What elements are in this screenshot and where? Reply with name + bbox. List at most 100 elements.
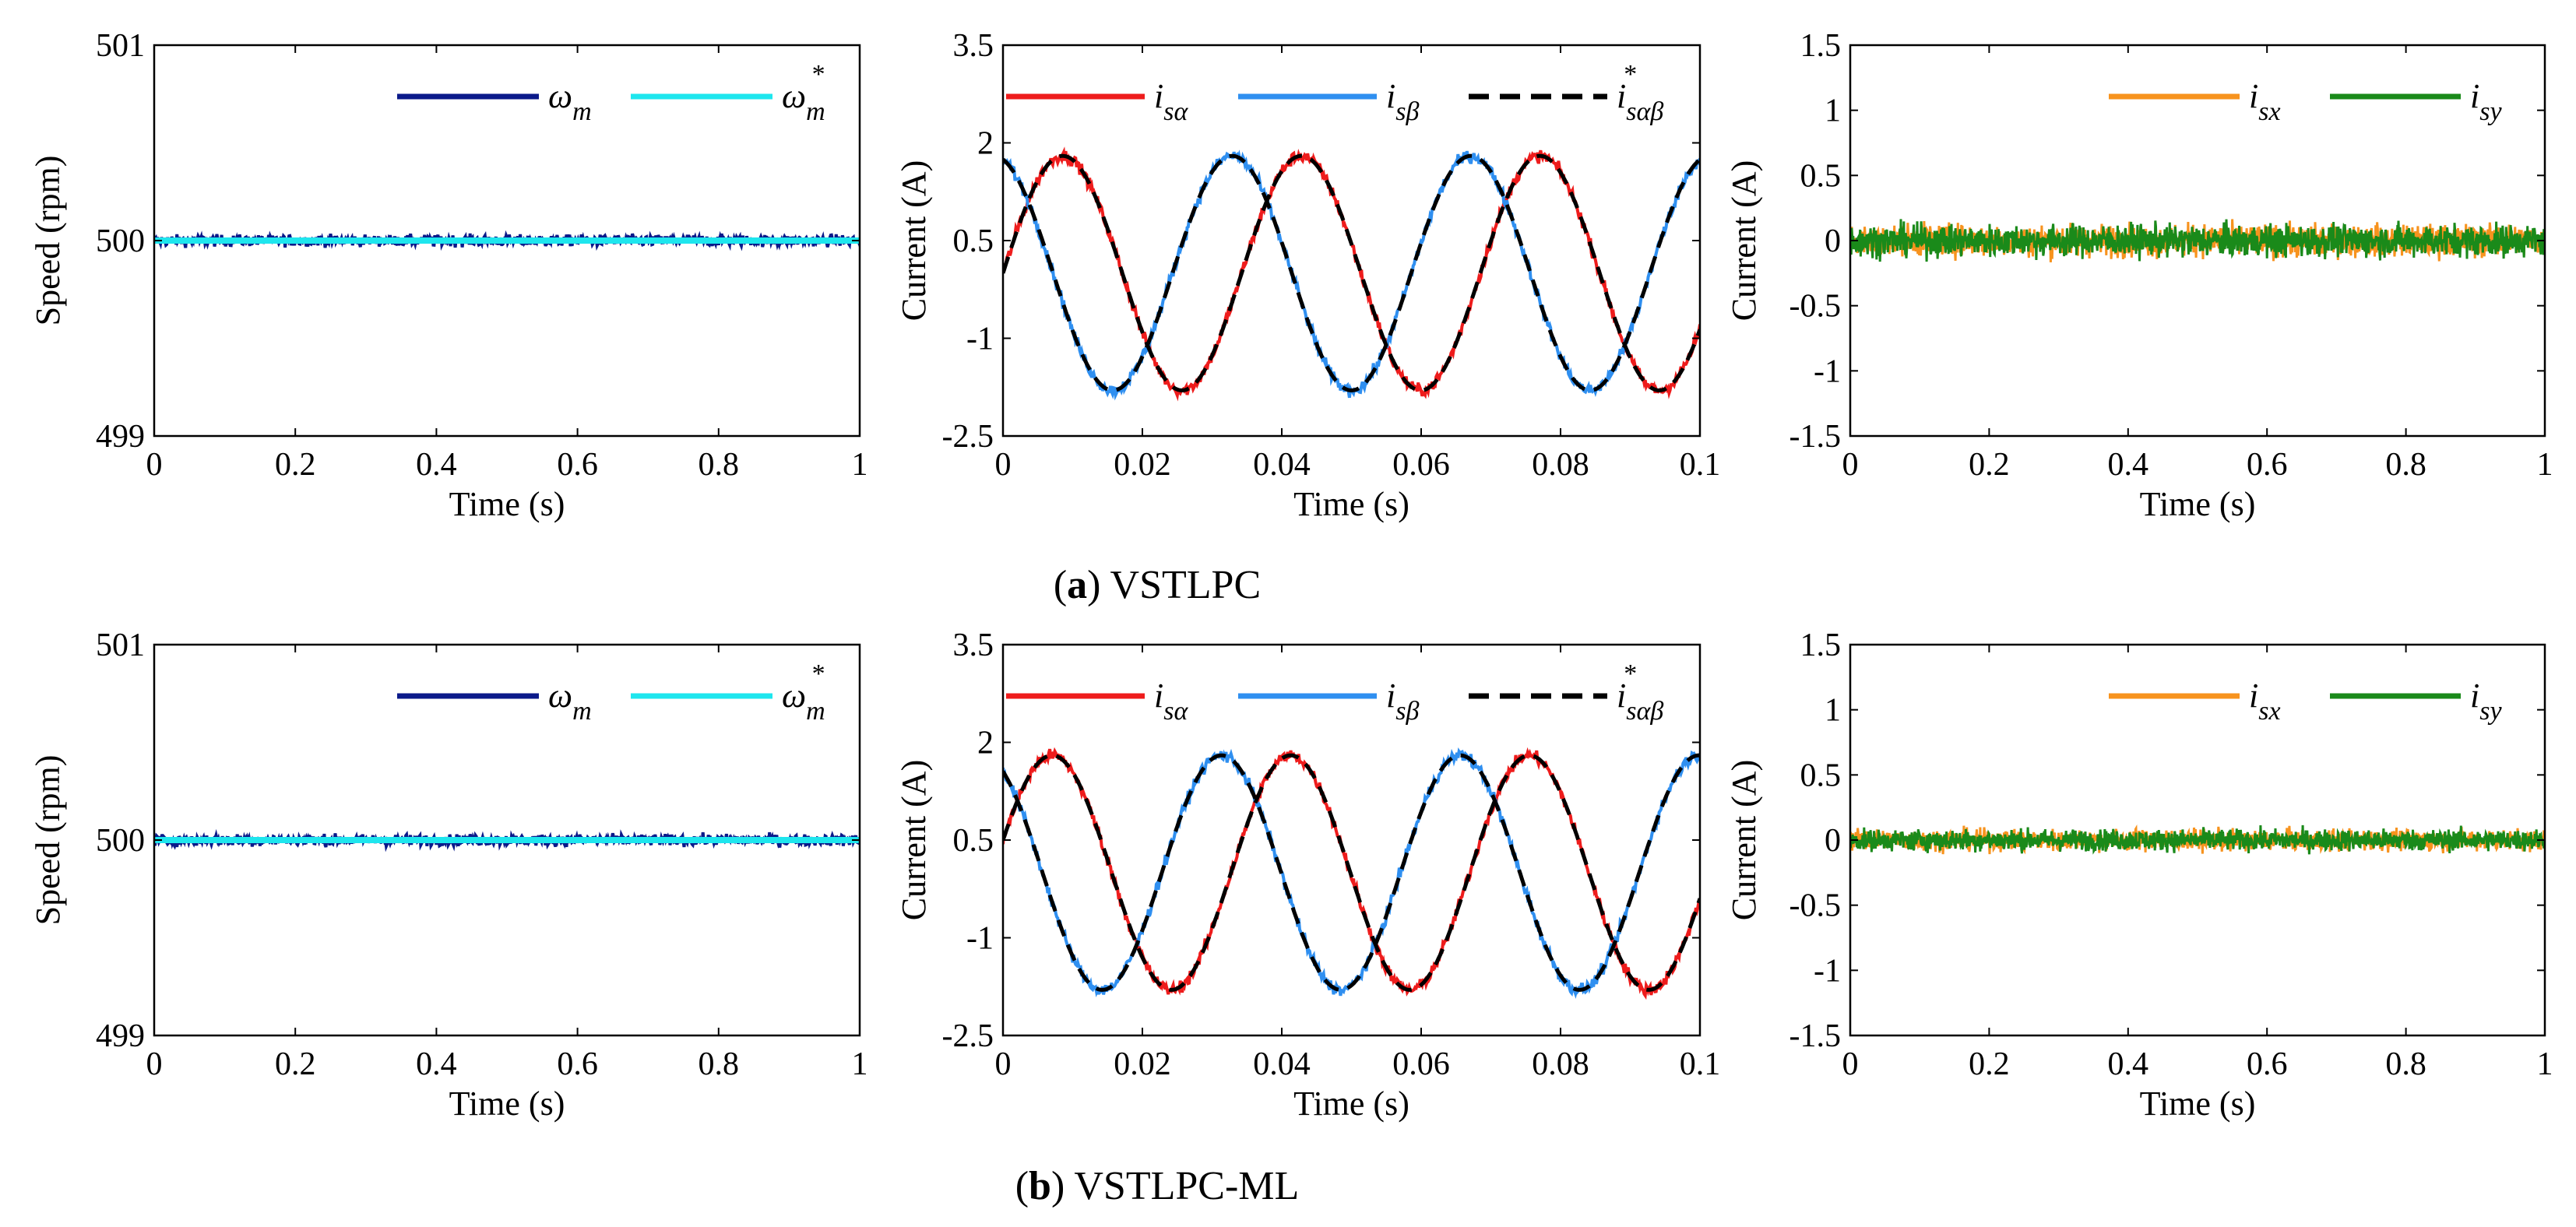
x-axis-label: Time (s)	[2140, 485, 2256, 523]
y-tick-label: 501	[96, 628, 145, 663]
legend: isα isβ isαβ*	[1006, 659, 1663, 726]
y-tick-label: -0.5	[1789, 888, 1842, 924]
plot-area	[154, 230, 860, 251]
y-tick-label: 1	[1825, 93, 1841, 129]
chart-b-current-ab: 0 0.02 0.04 0.06 0.08 0.1 -2.5 -1 0.5 2 3.5 Time (s…	[895, 628, 1720, 1123]
x-tick-label: 0.4	[416, 1046, 457, 1082]
y-tick-label: -0.5	[1789, 289, 1842, 325]
y-tick-label: -2.5	[942, 419, 994, 455]
x-axis-label: Time (s)	[1293, 485, 1409, 523]
y-tick-label: 0.5	[1800, 158, 1842, 194]
plot-area	[154, 828, 860, 853]
legend: ωm ωm*	[397, 659, 825, 726]
x-tick-label: 0.06	[1392, 1046, 1450, 1082]
x-axis-label: Time (s)	[449, 485, 565, 523]
chart-a-current-ab: 0 0.02 0.04 0.06 0.08 0.1 -2.5 -1 0.5 2 3.5 Time (s…	[895, 28, 1720, 523]
x-tick-label: 0.4	[2108, 1046, 2149, 1082]
y-tick-label: 3.5	[953, 628, 994, 663]
legend: ωm ωm*	[397, 60, 825, 126]
legend-i-y-label: isy	[2470, 77, 2502, 126]
x-axis-label: Time (s)	[449, 1085, 565, 1123]
x-tick-label: 0.6	[2247, 1046, 2288, 1082]
x-tick-label: 1	[852, 447, 868, 483]
x-tick-label: 0.8	[2385, 1046, 2426, 1082]
y-axis-label: Current (A)	[1725, 160, 1763, 322]
y-tick-label: 499	[96, 419, 145, 455]
x-tick-label: 0.04	[1253, 1046, 1311, 1082]
y-tick-label: 0.5	[953, 823, 994, 859]
x-tick-label: 0.4	[2108, 447, 2149, 483]
y-tick-label: 0	[1825, 823, 1841, 859]
y-tick-label: -1.5	[1789, 1018, 1842, 1054]
y-tick-label: -1	[1814, 353, 1841, 389]
x-tick-label: 0.8	[2385, 447, 2426, 483]
x-tick-label: 0.08	[1532, 447, 1589, 483]
x-tick-label: 0	[146, 447, 163, 483]
plot-area	[1850, 824, 2545, 855]
y-tick-label: 500	[96, 823, 145, 859]
chart-a-current-xy: 0 0.2 0.4 0.6 0.8 1 -1.5 -1 -0.5 0 0.5 1 1.5 Time (s)…	[1725, 28, 2553, 523]
legend-i-beta-label: isβ	[1386, 77, 1419, 126]
chart-b-speed: 0 0.2 0.4 0.6 0.8 1 499 500 501 Time (s) Speed (rp…	[29, 628, 868, 1123]
x-tick-label: 0.6	[557, 1046, 598, 1082]
x-tick-label: 0.04	[1253, 447, 1311, 483]
x-tick-label: 0.6	[557, 447, 598, 483]
y-axis-label: Speed (rpm)	[29, 755, 67, 926]
legend-omega-ref-label: ωm*	[782, 60, 825, 126]
x-tick-label: 0	[1842, 1046, 1859, 1082]
plot-area	[1850, 219, 2545, 262]
legend-i-ref-label: isαβ*	[1617, 60, 1663, 126]
x-tick-label: 0.2	[1969, 1046, 2010, 1082]
chart-b-current-xy: 0 0.2 0.4 0.6 0.8 1 -1.5 -1 -0.5 0 0.5 1 1.5 Time (s)…	[1725, 628, 2553, 1123]
plot-area	[1003, 146, 1700, 402]
legend: isx isy	[2109, 77, 2502, 126]
x-tick-label: 0.08	[1532, 1046, 1589, 1082]
y-axis-label: Current (A)	[1725, 760, 1763, 921]
y-tick-label: 500	[96, 223, 145, 259]
legend-i-x-label: isx	[2249, 677, 2281, 726]
x-tick-label: 0.06	[1392, 447, 1450, 483]
legend-i-alpha-label: isα	[1154, 677, 1188, 726]
series-i-y	[1850, 219, 2545, 262]
y-tick-label: -1	[1814, 953, 1841, 989]
x-tick-label: 0.1	[1680, 1046, 1721, 1082]
legend-i-x-label: isx	[2249, 77, 2281, 126]
x-tick-label: 0	[995, 1046, 1012, 1082]
y-tick-label: -1	[966, 322, 994, 357]
series-i-ref-alpha	[1003, 753, 1700, 992]
legend-omega-ref-label: ωm*	[782, 659, 825, 726]
y-tick-label: 0	[1825, 223, 1841, 259]
y-tick-label: 0.5	[1800, 758, 1842, 793]
legend-i-ref-label: isαβ*	[1617, 659, 1663, 726]
x-tick-label: 0.6	[2247, 447, 2288, 483]
x-tick-label: 0.8	[699, 1046, 740, 1082]
series-i-ref-beta	[1003, 153, 1700, 392]
x-tick-label: 0.2	[1969, 447, 2010, 483]
x-tick-label: 0.2	[275, 447, 316, 483]
y-tick-label: -1	[966, 921, 994, 957]
y-axis-label: Speed (rpm)	[29, 156, 67, 326]
y-tick-label: -2.5	[942, 1018, 994, 1054]
x-tick-label: 1	[852, 1046, 868, 1082]
x-tick-label: 0	[1842, 447, 1859, 483]
x-tick-label: 0.4	[416, 447, 457, 483]
chart-a-speed: 0 0.2 0.4 0.6 0.8 1 499 500 501 Time (s) Speed (rp…	[29, 28, 868, 523]
legend-i-beta-label: isβ	[1386, 677, 1419, 726]
y-tick-label: -1.5	[1789, 419, 1842, 455]
x-axis-label: Time (s)	[2140, 1085, 2256, 1123]
y-tick-label: 499	[96, 1018, 145, 1054]
y-axis-label: Current (A)	[895, 760, 933, 921]
y-tick-label: 2	[977, 726, 994, 761]
series-i-ref-alpha	[1003, 153, 1700, 392]
caption-a: (a) VSTLPC	[1054, 563, 1261, 607]
y-tick-label: 1	[1825, 693, 1841, 729]
y-axis-label: Current (A)	[895, 160, 933, 322]
legend-omega-m-label: ωm	[548, 677, 592, 726]
y-tick-label: 2	[977, 126, 994, 162]
x-tick-label: 0.02	[1114, 447, 1171, 483]
series-i-y	[1850, 824, 2545, 855]
y-tick-label: 1.5	[1800, 28, 1842, 64]
x-tick-label: 0	[995, 447, 1012, 483]
y-tick-label: 0.5	[953, 223, 994, 259]
